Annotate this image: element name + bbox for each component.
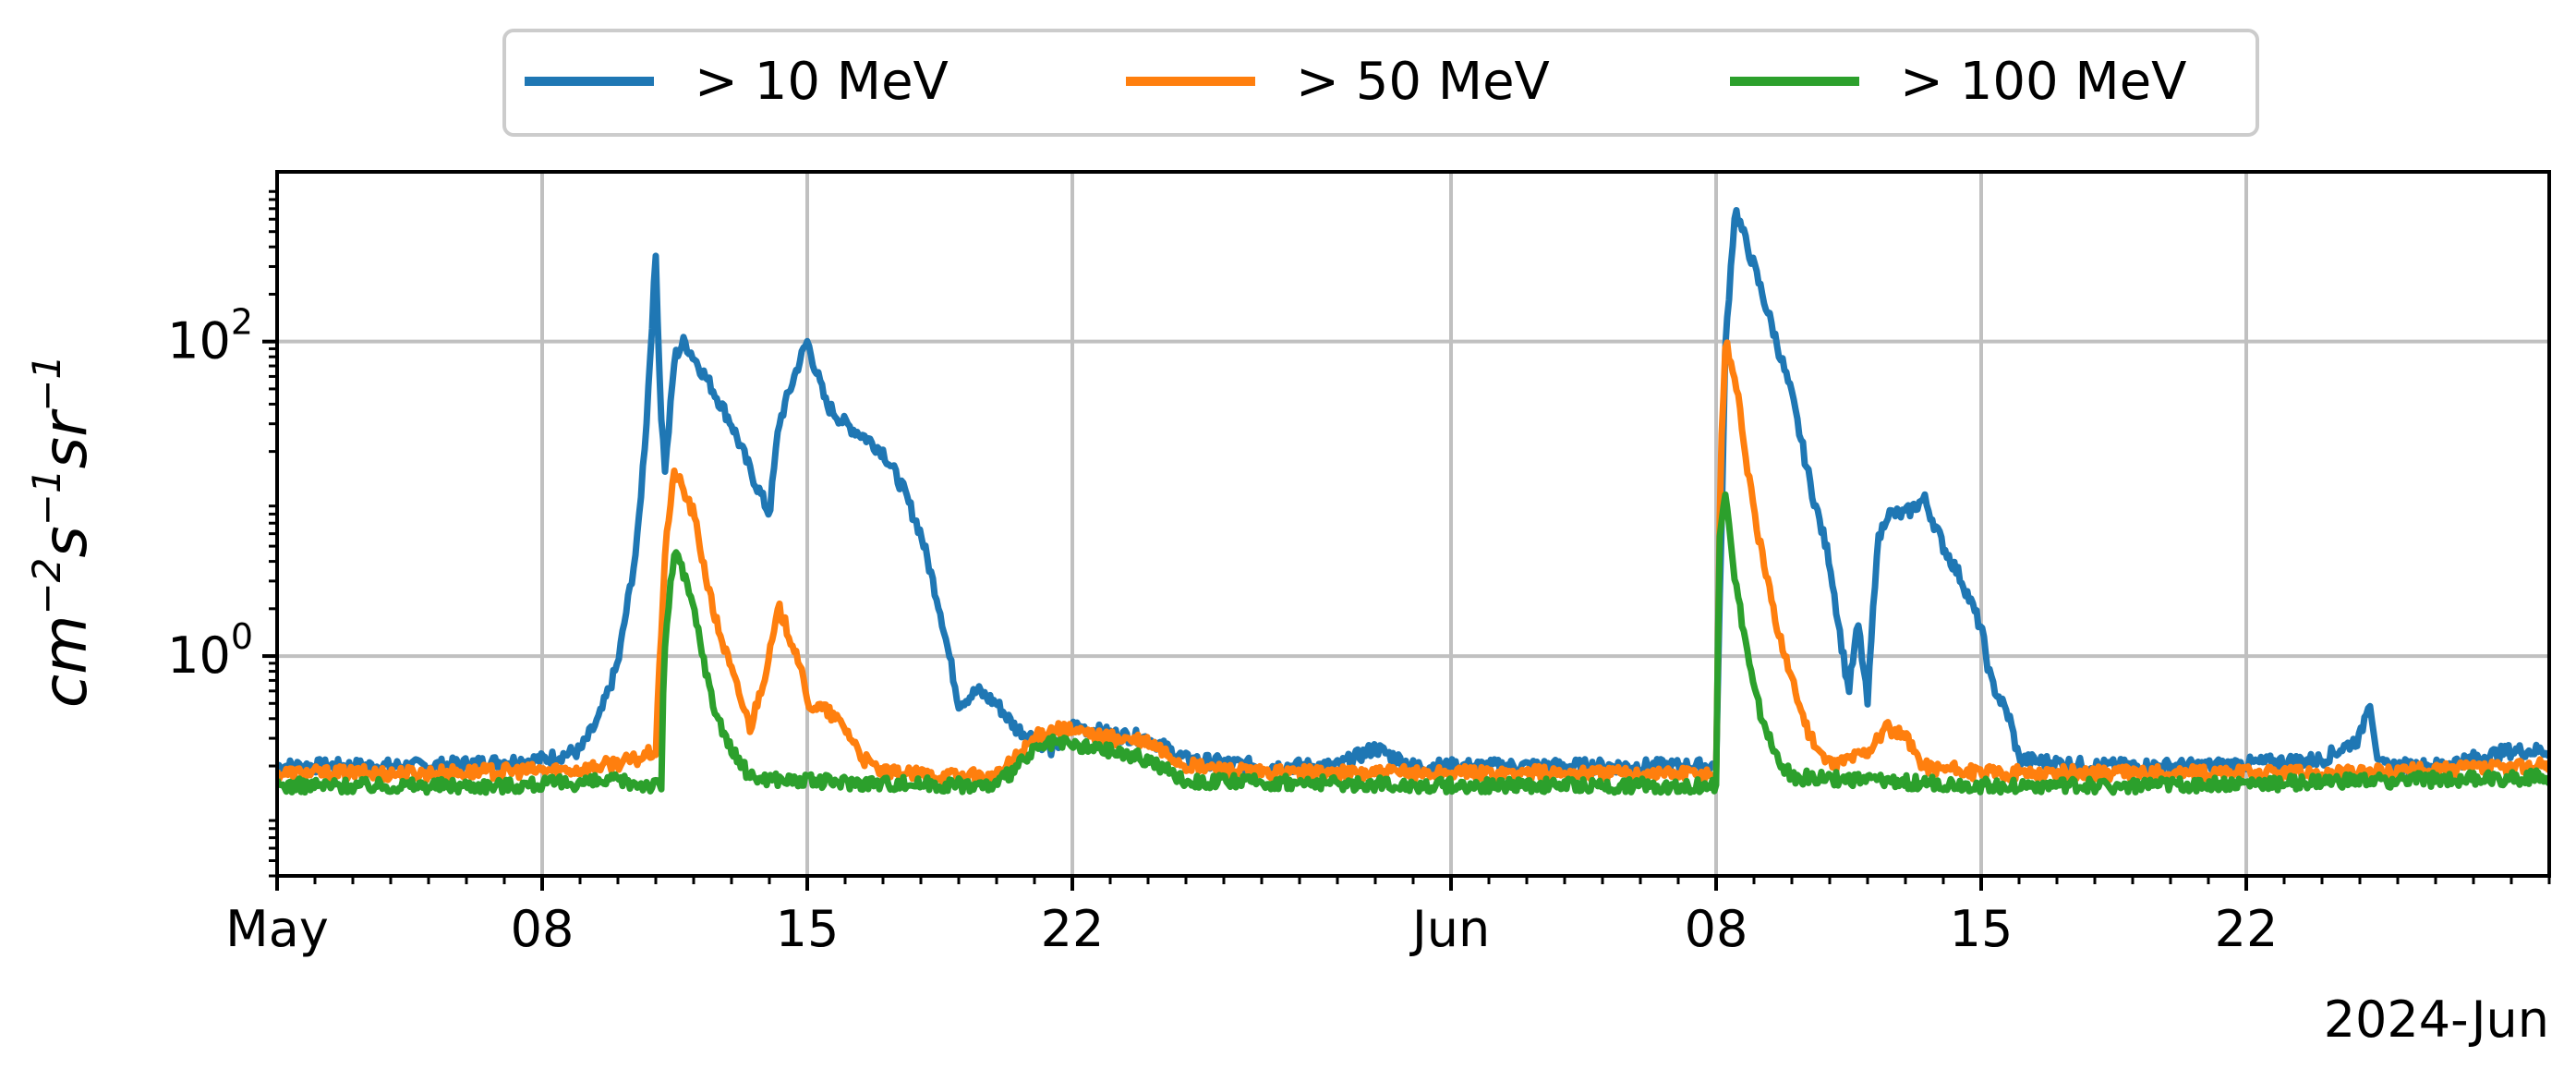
x-tick-label: 22 (2215, 900, 2279, 958)
x-tick-label: 08 (511, 900, 574, 958)
x-tick-label: May (225, 900, 329, 958)
x-tick-label: 15 (1950, 900, 2014, 958)
plot-area: May 08 15 22 Jun 08 15 22 100 102 (167, 170, 2551, 958)
series-10mev-line (277, 207, 2549, 777)
x-tick-label: 08 (1685, 900, 1748, 958)
x-axis-ticks: May 08 15 22 Jun 08 15 22 (225, 876, 2551, 958)
y-axis-label: cm−2s−1sr−1 (24, 355, 101, 708)
series-lines (277, 207, 2549, 796)
legend-frame (502, 29, 2259, 137)
series-50mev-line (277, 339, 2549, 786)
x-tick-label: 15 (776, 900, 840, 958)
y-axis-ticks: 100 102 (167, 189, 277, 878)
x-axis-corner-label: 2024-Jun (2324, 990, 2549, 1049)
legend: > 10 MeV > 50 MeV > 100 MeV (502, 29, 2259, 137)
series-100mev-line (277, 491, 2549, 796)
legend-label-100mev: > 100 MeV (1900, 52, 2187, 112)
x-tick-label: Jun (1409, 900, 1490, 958)
legend-label-50mev: > 50 MeV (1296, 52, 1550, 112)
x-tick-label: 22 (1041, 900, 1105, 958)
legend-label-10mev: > 10 MeV (695, 52, 949, 112)
y-tick-label: 102 (167, 302, 253, 371)
y-tick-label: 100 (167, 616, 253, 685)
